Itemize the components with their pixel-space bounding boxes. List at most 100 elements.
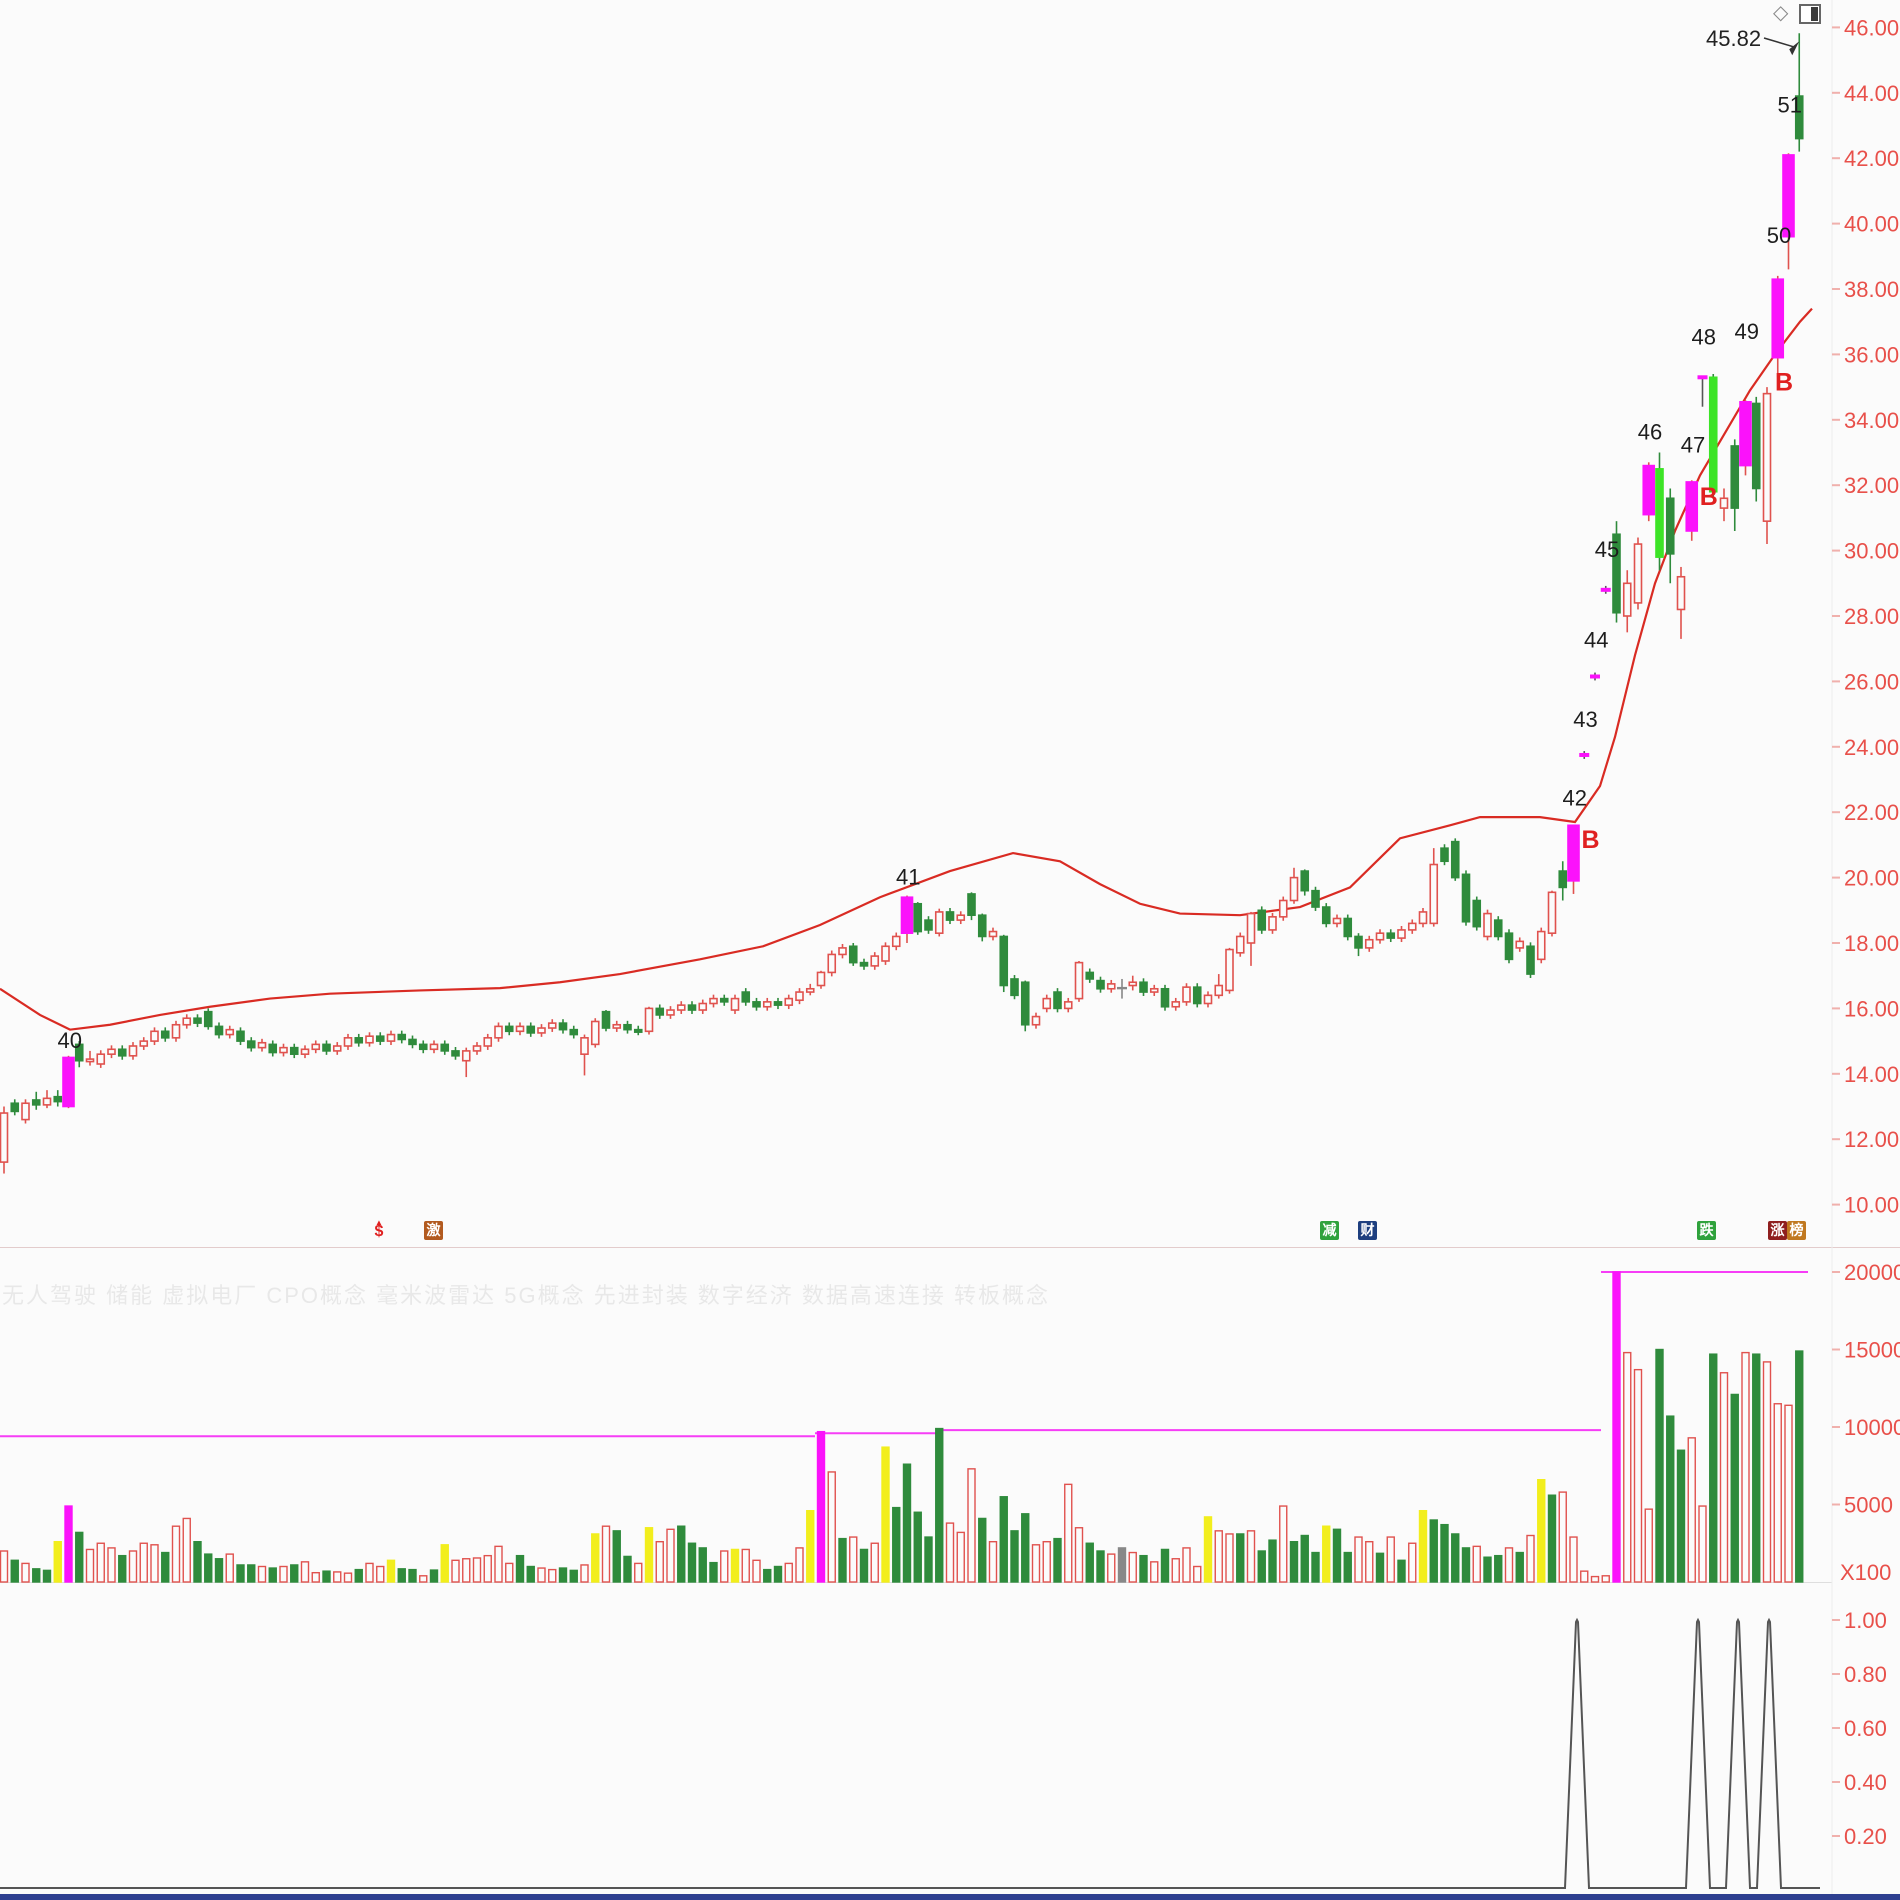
volume-bar[interactable]: [1268, 1539, 1277, 1583]
volume-bar[interactable]: [386, 1559, 396, 1583]
volume-bar[interactable]: [526, 1565, 535, 1583]
volume-bar[interactable]: [268, 1567, 277, 1583]
volume-bar[interactable]: [752, 1559, 761, 1583]
volume-bar[interactable]: [569, 1569, 578, 1583]
split-window-icon[interactable]: [1799, 4, 1821, 24]
candle-body[interactable]: [182, 1017, 192, 1026]
volume-bar[interactable]: [1461, 1547, 1471, 1583]
volume-bar[interactable]: [1795, 1350, 1804, 1583]
candle-body[interactable]: [633, 1028, 643, 1033]
candle-body[interactable]: [762, 1001, 772, 1008]
candle-body[interactable]: [1203, 994, 1213, 1005]
candle-body[interactable]: [300, 1048, 310, 1055]
candle-body[interactable]: [1676, 575, 1686, 611]
candle-body[interactable]: [1321, 906, 1331, 925]
volume-bar[interactable]: [1698, 1505, 1707, 1583]
candle-body[interactable]: [1794, 95, 1804, 140]
dollar-signal-icon[interactable]: $ ▲: [374, 1218, 384, 1240]
candle-body[interactable]: [1536, 930, 1546, 961]
volume-bar[interactable]: [1633, 1368, 1643, 1583]
candle-body[interactable]: [1149, 987, 1159, 993]
candle-body[interactable]: [687, 1004, 697, 1011]
candle-body[interactable]: [257, 1041, 267, 1049]
candle-body[interactable]: [1472, 899, 1482, 928]
volume-bar[interactable]: [1139, 1554, 1148, 1583]
volume-bar[interactable]: [1537, 1478, 1546, 1583]
candle-body[interactable]: [1708, 376, 1718, 493]
candle-body[interactable]: [268, 1043, 278, 1054]
candle-body[interactable]: [117, 1048, 127, 1057]
candle-body[interactable]: [1311, 889, 1320, 908]
volume-bar[interactable]: [687, 1542, 697, 1583]
candle-body[interactable]: [343, 1037, 353, 1047]
volume-bar[interactable]: [902, 1463, 912, 1583]
volume-bar[interactable]: [1096, 1550, 1105, 1583]
candle-body[interactable]: [1386, 932, 1396, 939]
volume-bar[interactable]: [1031, 1544, 1041, 1583]
candle-body[interactable]: [1278, 899, 1288, 918]
volume-bar[interactable]: [1225, 1533, 1234, 1583]
candle-body[interactable]: [558, 1022, 568, 1031]
volume-bar[interactable]: [1526, 1534, 1535, 1583]
candle-body[interactable]: [900, 896, 914, 934]
candle-body[interactable]: [1739, 401, 1752, 467]
candle-body[interactable]: [0, 1112, 9, 1163]
candle-body[interactable]: [160, 1030, 170, 1039]
volume-bar[interactable]: [806, 1509, 815, 1583]
candle-body[interactable]: [999, 935, 1009, 987]
volume-bar[interactable]: [612, 1530, 621, 1583]
candle-body[interactable]: [1418, 911, 1428, 925]
volume-bar[interactable]: [999, 1496, 1008, 1583]
candle-body[interactable]: [956, 914, 966, 921]
event-badge-die[interactable]: 跌: [1697, 1221, 1716, 1240]
volume-bar[interactable]: [225, 1553, 234, 1583]
candle-body[interactable]: [1364, 938, 1374, 949]
candle-body[interactable]: [1160, 987, 1170, 1008]
candle-body[interactable]: [870, 955, 880, 967]
volume-bar[interactable]: [290, 1564, 299, 1583]
volume-bar[interactable]: [1021, 1513, 1030, 1583]
volume-bar[interactable]: [1042, 1540, 1051, 1583]
volume-bar[interactable]: [1418, 1509, 1428, 1583]
candle-body[interactable]: [1782, 154, 1795, 238]
volume-bar[interactable]: [10, 1559, 19, 1583]
volume-bar[interactable]: [1408, 1542, 1417, 1583]
candle-body[interactable]: [1622, 582, 1632, 617]
volume-bar[interactable]: [1483, 1556, 1492, 1583]
candle-body[interactable]: [526, 1025, 536, 1034]
candle-body[interactable]: [1235, 935, 1245, 954]
candle-body[interactable]: [977, 914, 987, 938]
volume-bar[interactable]: [429, 1569, 439, 1583]
volume-bar[interactable]: [1687, 1437, 1696, 1583]
candle-body[interactable]: [623, 1023, 632, 1031]
volume-bar[interactable]: [870, 1542, 879, 1583]
volume-bar[interactable]: [1128, 1551, 1137, 1583]
candle-body[interactable]: [171, 1023, 181, 1039]
volume-bar[interactable]: [1365, 1540, 1374, 1583]
volume-bar[interactable]: [462, 1558, 471, 1583]
candle-body[interactable]: [365, 1035, 374, 1044]
volume-bar[interactable]: [75, 1531, 84, 1583]
candle-body[interactable]: [1192, 986, 1202, 1005]
candle-body[interactable]: [203, 1010, 213, 1028]
candle-body[interactable]: [1526, 945, 1535, 975]
volume-bar[interactable]: [795, 1547, 804, 1583]
diamond-icon[interactable]: ◇: [1773, 2, 1789, 24]
candle-body[interactable]: [1139, 981, 1148, 993]
volume-bar[interactable]: [1300, 1534, 1309, 1583]
candle-body[interactable]: [1493, 919, 1503, 938]
volume-bar[interactable]: [1074, 1527, 1084, 1583]
volume-bar[interactable]: [881, 1446, 890, 1583]
volume-bar[interactable]: [1311, 1551, 1320, 1583]
candle-body[interactable]: [279, 1046, 288, 1054]
volume-bar[interactable]: [1623, 1351, 1632, 1583]
event-badge-bang[interactable]: 榜: [1787, 1221, 1806, 1240]
volume-bar[interactable]: [1612, 1271, 1621, 1583]
candle-body[interactable]: [322, 1043, 331, 1052]
volume-bar[interactable]: [515, 1554, 525, 1583]
candle-body[interactable]: [1751, 402, 1761, 490]
candle-body[interactable]: [332, 1045, 342, 1052]
candle-body[interactable]: [547, 1022, 557, 1029]
candle-body[interactable]: [752, 1001, 761, 1008]
volume-bar[interactable]: [1655, 1348, 1664, 1583]
